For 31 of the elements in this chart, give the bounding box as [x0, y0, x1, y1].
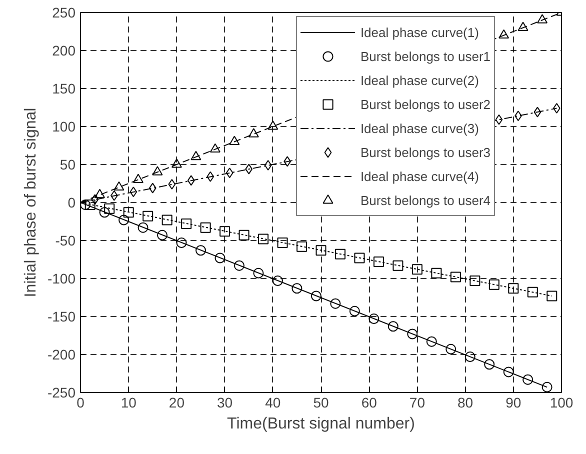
y-tick-label: 200 [52, 42, 76, 58]
y-tick-label: 0 [68, 194, 76, 210]
y-tick-label: 150 [52, 80, 76, 96]
x-tick-label: 60 [361, 394, 378, 410]
legend-label: Ideal phase curve(1) [360, 24, 479, 42]
x-tick-label: 80 [458, 394, 474, 410]
y-tick-label: -250 [47, 384, 76, 400]
legend-label: Burst belongs to user2 [360, 96, 491, 114]
y-tick-label: -50 [55, 232, 76, 248]
y-tick-label: 50 [60, 156, 76, 172]
legend-label: Ideal phase curve(2) [360, 72, 479, 90]
x-tick-label: 30 [217, 394, 233, 410]
legend-label: Burst belongs to user4 [360, 192, 491, 210]
legend-label: Ideal phase curve(3) [360, 120, 479, 138]
y-tick-label: -150 [47, 308, 76, 324]
y-tick-label: 100 [52, 118, 76, 134]
x-tick-label: 90 [506, 394, 522, 410]
y-axis-title: Initial phase of burst signal [22, 108, 40, 298]
legend-label: Ideal phase curve(4) [360, 168, 479, 186]
x-tick-label: 100 [550, 394, 574, 410]
x-tick-label: 50 [313, 394, 329, 410]
y-tick-label: 250 [52, 4, 76, 20]
y-tick-label: -100 [47, 270, 76, 286]
legend-label: Burst belongs to user3 [360, 144, 491, 162]
x-axis-title: Time(Burst signal number) [227, 416, 415, 432]
x-tick-label: 10 [120, 394, 137, 410]
y-tick-label: -200 [47, 346, 76, 362]
x-tick-label: 40 [265, 394, 281, 410]
legend-label: Burst belongs to user1 [360, 48, 491, 66]
x-tick-label: 70 [409, 394, 426, 410]
x-tick-label: 20 [168, 394, 185, 410]
